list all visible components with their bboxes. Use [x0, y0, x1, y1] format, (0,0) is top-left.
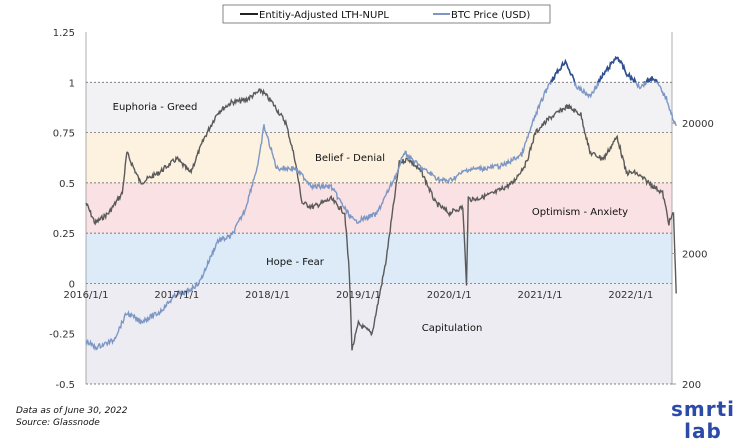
x-tick-label: 2021/1/1	[518, 290, 563, 301]
y-left-tick-label: 1	[69, 78, 75, 89]
x-tick-label: 2016/1/1	[64, 290, 109, 301]
x-tick-label: 2018/1/1	[245, 290, 290, 301]
smrti-lab-logo: smrti lab	[670, 397, 735, 443]
zone-label: Capitulation	[422, 323, 483, 334]
x-tick-label: 2017/1/1	[154, 290, 199, 301]
x-tick-label: 2019/1/1	[336, 290, 381, 301]
zone-label: Optimism - Anxiety	[532, 207, 628, 218]
y-left-tick-label: 0.25	[53, 229, 75, 240]
x-tick-label: 2022/1/1	[608, 290, 653, 301]
zone-band	[86, 132, 672, 183]
nupl-line	[85, 88, 677, 351]
btc-price-line	[85, 55, 677, 351]
chart: Euphoria - Greed Belief - Denial Optimism …	[49, 4, 714, 391]
legend-label-btc: BTC Price (USD)	[451, 10, 530, 21]
x-tick-label: 2020/1/1	[427, 290, 472, 301]
y-left-tick-label: 0	[69, 279, 75, 290]
y-left-tick-label: -0.5	[55, 380, 75, 391]
legend-label-nupl: Entitiy-Adjusted LTH-NUPL	[259, 10, 389, 21]
y-left-tick-label: 1.25	[53, 28, 75, 39]
legend: Entitiy-Adjusted LTH-NUPL BTC Price (USD…	[222, 4, 551, 24]
y-left-tick-label: -0.25	[49, 330, 75, 341]
zone-label: Euphoria - Greed	[113, 102, 198, 113]
y-right-tick-label: 2000	[682, 250, 707, 261]
zone-band	[86, 82, 672, 133]
y-right-tick-label: 20000	[682, 119, 714, 130]
zone-band	[86, 233, 672, 284]
y-left-tick-label: 0.5	[59, 179, 75, 190]
zone-label: Hope - Fear	[266, 257, 325, 268]
y-left-tick-label: 0.75	[53, 129, 75, 140]
source-note: Source: Glassnode	[16, 418, 100, 428]
zone-label: Belief - Denial	[315, 153, 385, 164]
data-date-note: Data as of June 30, 2022	[16, 406, 128, 416]
y-right-tick-label: 200	[682, 380, 701, 391]
